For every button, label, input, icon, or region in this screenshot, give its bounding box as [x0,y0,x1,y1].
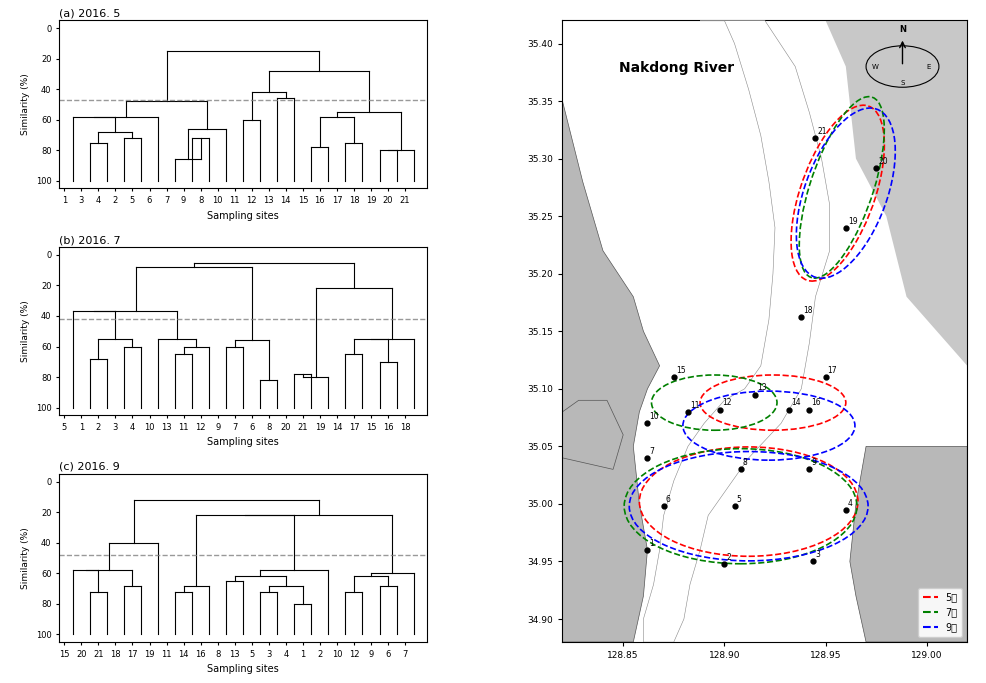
Text: 1: 1 [649,539,654,548]
Text: 4: 4 [847,499,852,507]
Legend: 5월, 7월, 9월: 5월, 7월, 9월 [917,587,961,637]
Polygon shape [849,447,966,642]
Text: 10: 10 [649,413,659,421]
Text: 16: 16 [810,398,820,408]
Text: 20: 20 [878,156,887,166]
Text: 9: 9 [810,458,815,467]
Text: 5: 5 [736,495,740,504]
Text: 18: 18 [803,307,812,316]
Polygon shape [562,400,622,469]
Polygon shape [562,101,659,642]
Polygon shape [562,20,966,642]
Text: (c) 2016. 9: (c) 2016. 9 [59,462,120,472]
Text: (b) 2016. 7: (b) 2016. 7 [59,235,120,245]
Text: 7: 7 [649,447,654,456]
Text: 15: 15 [675,366,685,375]
Text: 13: 13 [756,383,766,393]
Polygon shape [643,20,829,642]
Text: S: S [899,81,904,86]
Text: 21: 21 [816,127,826,136]
X-axis label: Sampling sites: Sampling sites [207,664,279,674]
Text: (a) 2016. 5: (a) 2016. 5 [59,8,120,18]
Y-axis label: Similarity (%): Similarity (%) [22,527,31,589]
Text: Nakdong River: Nakdong River [618,61,734,74]
Text: 8: 8 [741,458,746,467]
Text: 19: 19 [847,217,857,225]
Y-axis label: Similarity (%): Similarity (%) [22,74,31,135]
Text: E: E [926,64,930,70]
X-axis label: Sampling sites: Sampling sites [207,437,279,447]
Text: 6: 6 [666,495,669,504]
Text: 2: 2 [726,553,731,561]
Text: 3: 3 [814,550,819,559]
Y-axis label: Similarity (%): Similarity (%) [22,301,31,362]
Text: 17: 17 [827,366,836,375]
X-axis label: Sampling sites: Sampling sites [207,210,279,221]
Text: W: W [871,64,878,70]
Text: 12: 12 [722,398,732,408]
Text: 11: 11 [689,401,699,410]
Text: N: N [898,25,905,34]
Text: 14: 14 [791,398,800,408]
